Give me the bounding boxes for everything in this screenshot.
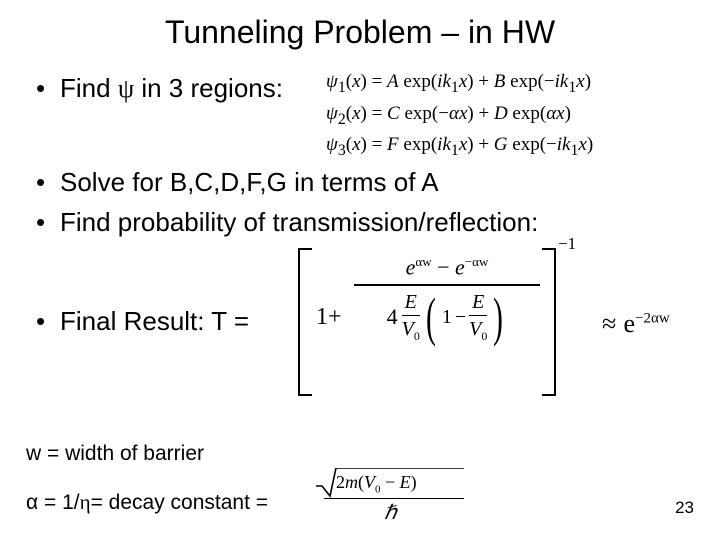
text: in 3 regions: [134, 73, 283, 103]
bullet-dot: • [36, 306, 60, 337]
exponent-minus-1: −1 [558, 234, 576, 254]
numerator: eαw − e−αw [354, 254, 540, 284]
final-result-text: Final Result: T = [60, 306, 249, 337]
page-number: 23 [675, 498, 694, 518]
right-bracket [542, 248, 556, 396]
approx-expression: ≈ e−2αw [602, 308, 670, 339]
footer-alpha: α = 1/η = decay constant = [26, 490, 268, 515]
bullet-3-text: Find probability of transmission/reflect… [60, 206, 538, 240]
eq-psi1: ψ1(x) = A exp(ik1x) + B exp(−ik1x) [326, 68, 593, 100]
bullet-dot: • [36, 206, 60, 240]
transmission-formula: 1+ eαw − e−αw 4 E V0 ( [298, 248, 568, 396]
one-plus: 1+ [316, 304, 342, 331]
bullet-dot: • [36, 166, 60, 200]
eq-psi2: ψ2(x) = C exp(−αx) + D exp(αx) [326, 100, 593, 132]
denominator: 4 E V0 ( 1 − E [354, 286, 540, 358]
bullet-4: • Final Result: T = [36, 306, 249, 337]
psi-symbol: ψ [118, 74, 134, 103]
radicand: 2m(V0 − E) [336, 472, 417, 496]
bullet-1: • Find ψ in 3 regions: [36, 72, 283, 112]
slide: Tunneling Problem – in HW • Find ψ in 3 … [0, 0, 720, 540]
bullet-dot: • [36, 72, 60, 105]
bullets-2-3: • Solve for B,C,D,F,G in terms of A • Fi… [36, 166, 538, 246]
footer-width: w = width of barrier [26, 442, 204, 466]
big-fraction: eαw − e−αw 4 E V0 ( 1 − [354, 254, 540, 358]
formula-inner: 1+ eαw − e−αw 4 E V0 ( [316, 248, 540, 396]
hbar: ℏ [384, 500, 397, 525]
text: α = 1/ [26, 491, 80, 515]
eq-psi3: ψ3(x) = F exp(ik1x) + G exp(−ik1x) [326, 131, 593, 163]
left-bracket [298, 248, 312, 396]
sqrt-formula: 2m(V0 − E) ℏ [314, 470, 474, 524]
bullet-2-text: Solve for B,C,D,F,G in terms of A [60, 166, 439, 200]
slide-title: Tunneling Problem – in HW [0, 14, 720, 51]
wavefunction-equations: ψ1(x) = A exp(ik1x) + B exp(−ik1x) ψ2(x)… [326, 68, 593, 163]
text: = decay constant = [91, 491, 268, 515]
eta-symbol: η [80, 490, 91, 515]
frac-E-V0-2: E V0 [469, 292, 487, 342]
text: Find [60, 73, 118, 103]
frac-E-V0: E V0 [402, 292, 420, 342]
bullet-1-text: Find ψ in 3 regions: [60, 72, 283, 106]
